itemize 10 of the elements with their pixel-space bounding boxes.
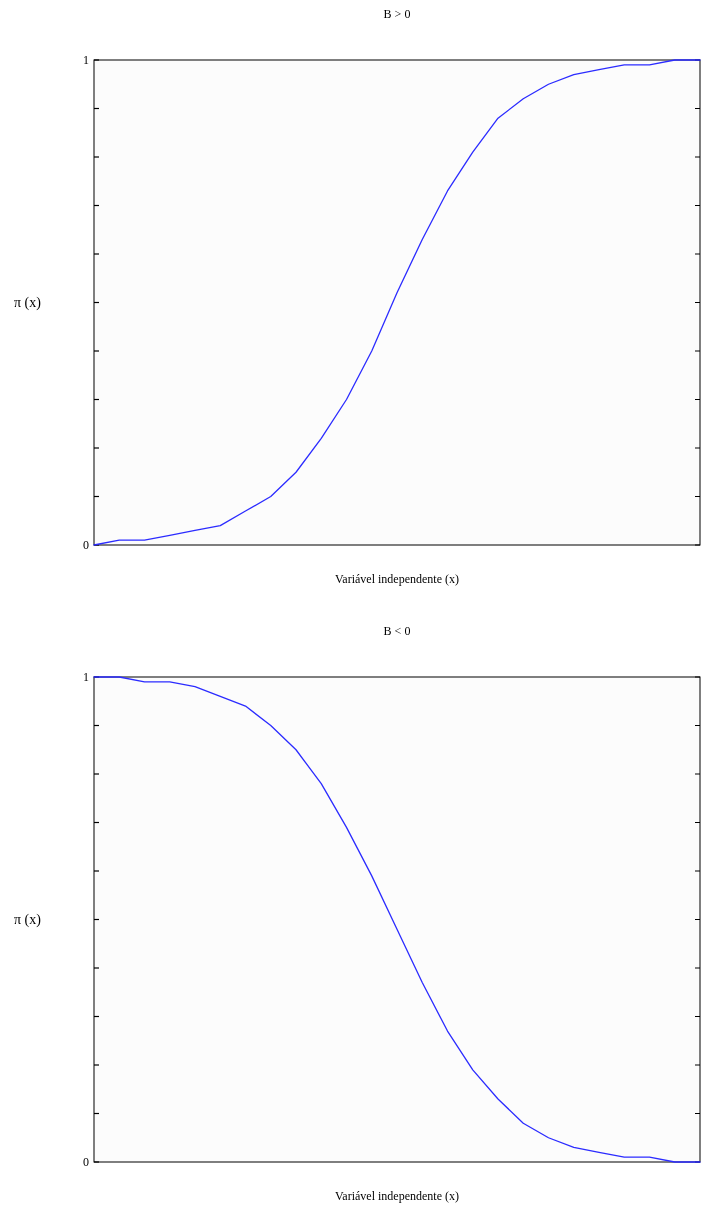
y-tick-label: 0 bbox=[83, 1155, 89, 1169]
chart-title: B < 0 bbox=[383, 624, 411, 638]
x-axis-title: Variável independente (x) bbox=[335, 1189, 459, 1203]
y-axis-title: π (x) bbox=[14, 911, 42, 928]
x-axis-title: Variável independente (x) bbox=[335, 572, 459, 586]
y-tick-label: 1 bbox=[83, 53, 89, 67]
y-tick-label: 1 bbox=[83, 670, 89, 684]
y-tick-label: 0 bbox=[83, 538, 89, 552]
y-axis-title: π (x) bbox=[14, 294, 42, 311]
chart-title: B > 0 bbox=[383, 7, 411, 21]
